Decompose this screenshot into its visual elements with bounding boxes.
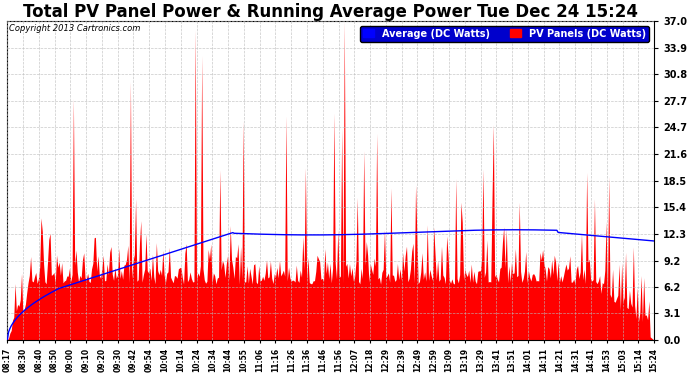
Title: Total PV Panel Power & Running Average Power Tue Dec 24 15:24: Total PV Panel Power & Running Average P… xyxy=(23,3,638,21)
Legend: Average (DC Watts), PV Panels (DC Watts): Average (DC Watts), PV Panels (DC Watts) xyxy=(360,26,649,42)
Text: Copyright 2013 Cartronics.com: Copyright 2013 Cartronics.com xyxy=(8,24,140,33)
